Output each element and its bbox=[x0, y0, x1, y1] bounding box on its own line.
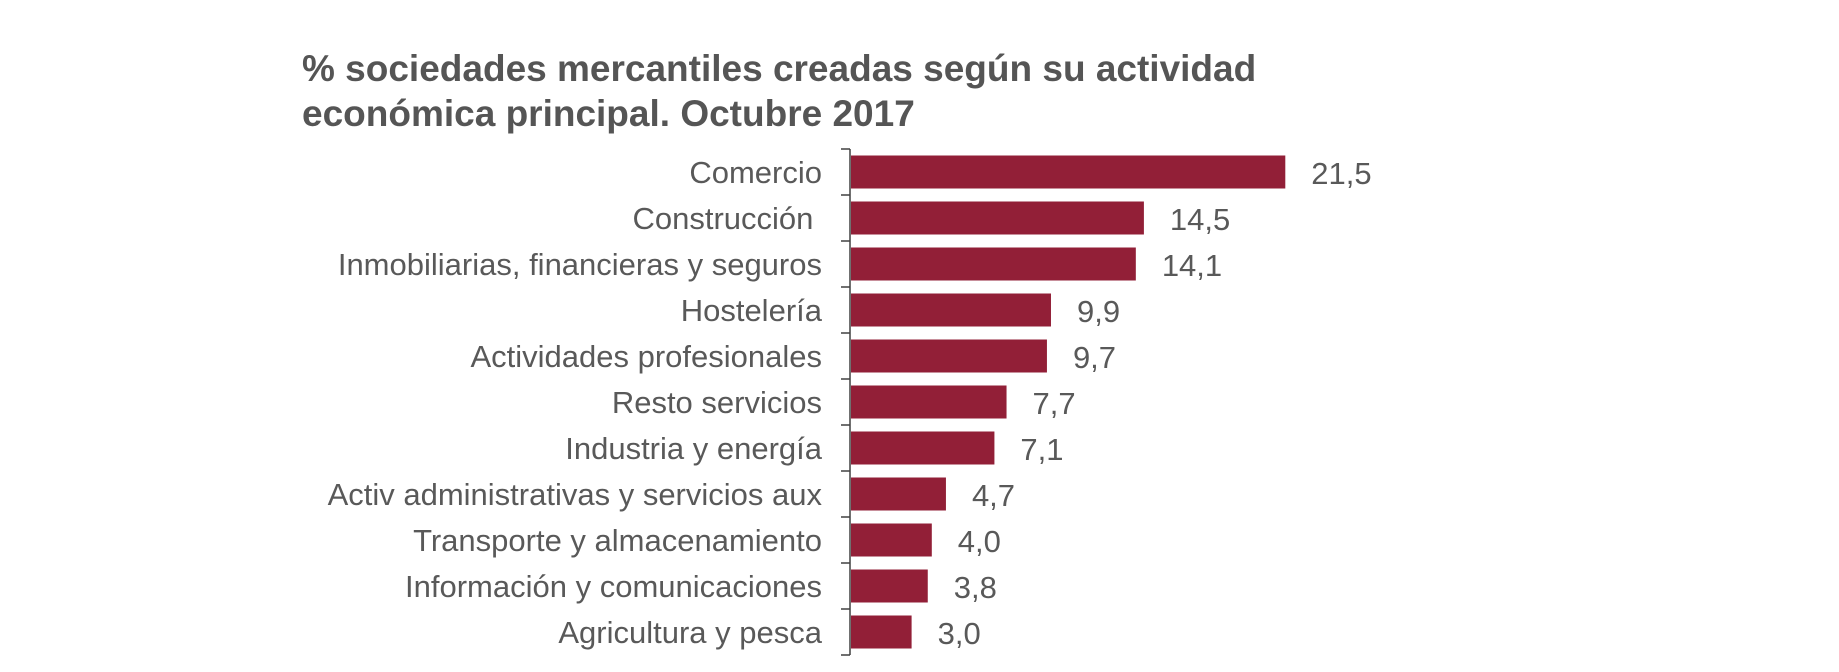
bar bbox=[851, 615, 912, 649]
bar bbox=[851, 477, 946, 511]
category-labels: Comercio Construcción Inmobiliarias, fina… bbox=[328, 155, 823, 650]
value-label: 7,1 bbox=[1020, 432, 1063, 467]
category-label: Construcción bbox=[632, 201, 822, 236]
bar bbox=[851, 339, 1047, 373]
bar bbox=[851, 155, 1286, 189]
bar bbox=[851, 385, 1007, 419]
bar bbox=[851, 569, 928, 603]
bar bbox=[851, 523, 932, 557]
value-label: 7,7 bbox=[1033, 386, 1076, 421]
category-label: Inmobiliarias, financieras y seguros bbox=[338, 247, 822, 282]
bar bbox=[851, 247, 1136, 281]
value-label: 4,7 bbox=[972, 478, 1015, 513]
value-label: 3,8 bbox=[954, 570, 997, 605]
value-label: 21,5 bbox=[1311, 156, 1371, 191]
chart-title-line-1: % sociedades mercantiles creadas según s… bbox=[302, 48, 1257, 89]
value-label: 9,7 bbox=[1073, 340, 1116, 375]
bar bbox=[851, 201, 1144, 235]
value-label: 3,0 bbox=[938, 616, 981, 651]
category-label: Hostelería bbox=[681, 293, 823, 328]
category-label: Agricultura y pesca bbox=[558, 615, 822, 650]
chart-title-line-2: económica principal. Octubre 2017 bbox=[302, 93, 915, 134]
value-label: 4,0 bbox=[958, 524, 1001, 559]
chart-title: % sociedades mercantiles creadas según s… bbox=[302, 46, 1402, 136]
value-label: 9,9 bbox=[1077, 294, 1120, 329]
value-label: 14,1 bbox=[1162, 248, 1222, 283]
category-label: Resto servicios bbox=[612, 385, 822, 420]
value-label: 14,5 bbox=[1170, 202, 1230, 237]
category-label: Actividades profesionales bbox=[470, 339, 822, 374]
category-label: Información y comunicaciones bbox=[405, 569, 822, 604]
bar bbox=[851, 293, 1051, 327]
category-label: Activ administrativas y servicios aux bbox=[328, 477, 823, 512]
category-axis bbox=[841, 148, 851, 656]
category-label: Transporte y almacenamiento bbox=[413, 523, 822, 558]
category-label: Comercio bbox=[689, 155, 822, 190]
value-labels: 21,5 14,5 14,1 9,9 9,7 7,7 7,14,7 4,0 3,8 3,0 bbox=[938, 156, 1372, 651]
bars bbox=[851, 155, 1286, 649]
category-label: Industria y energía bbox=[565, 431, 823, 466]
bar bbox=[851, 431, 995, 465]
